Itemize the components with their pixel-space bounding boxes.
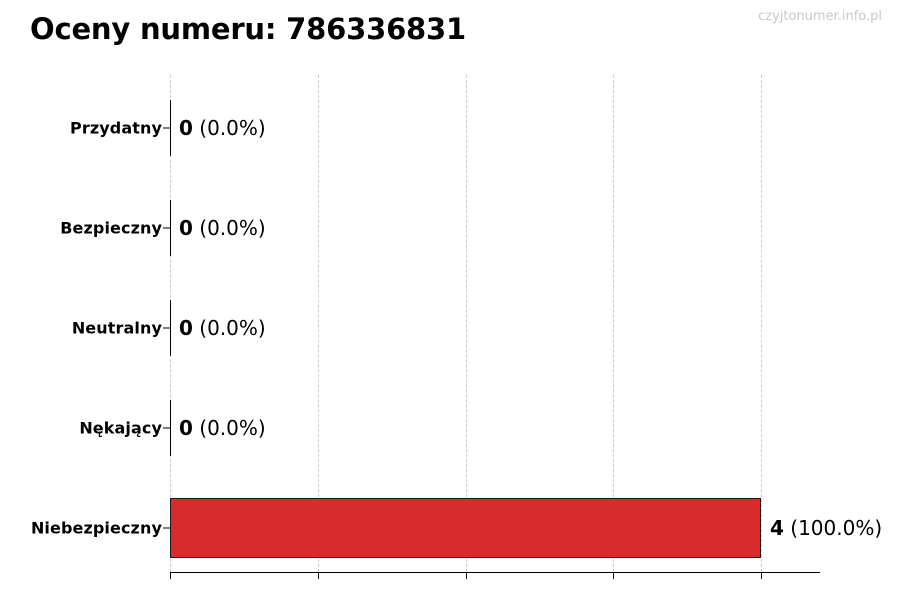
bar-value-percent: (0.0%)	[192, 416, 266, 440]
site-watermark: czyjtonumer.info.pl	[758, 9, 882, 24]
bar-value-number: 0	[179, 316, 193, 340]
bar-value-number: 4	[770, 516, 784, 540]
bar-row: Nękający 0 (0.0%)	[0, 378, 900, 478]
bar-value-percent: (0.0%)	[192, 316, 266, 340]
x-axis-tick	[170, 572, 171, 579]
bar-value-number: 0	[179, 416, 193, 440]
gridline	[317, 75, 319, 572]
bar-5	[170, 498, 761, 558]
bar-value-percent: (100.0%)	[783, 516, 883, 540]
x-axis-tick	[317, 572, 319, 579]
gridline	[465, 75, 467, 572]
x-axis-tick	[761, 572, 762, 579]
y-axis-tick	[163, 527, 171, 529]
page-title: Oceny numeru: 786336831	[30, 12, 466, 46]
bar-value-label-2: 0 (0.0%)	[179, 216, 266, 240]
bar-value-number: 0	[179, 116, 193, 140]
category-label-4: Nękający	[79, 418, 162, 438]
y-axis-tick	[163, 427, 171, 429]
bar-3	[170, 300, 171, 356]
x-axis-line	[170, 572, 820, 573]
x-axis-tick	[465, 572, 467, 579]
bar-row: Bezpieczny 0 (0.0%)	[0, 178, 900, 278]
bar-row: Neutralny 0 (0.0%)	[0, 278, 900, 378]
y-axis-tick	[163, 327, 171, 329]
category-label-1: Przydatny	[70, 118, 162, 138]
bar-row: Niebezpieczny 4 (100.0%)	[0, 478, 900, 578]
category-label-5: Niebezpieczny	[30, 518, 162, 538]
bar-value-number: 0	[179, 216, 193, 240]
bar-value-percent: (0.0%)	[192, 216, 266, 240]
category-label-2: Bezpieczny	[60, 218, 162, 238]
bar-value-label-1: 0 (0.0%)	[179, 116, 266, 140]
bar-value-percent: (0.0%)	[192, 116, 266, 140]
bar-2	[170, 200, 171, 256]
bar-value-label-5: 4 (100.0%)	[770, 516, 882, 540]
bar-value-label-4: 0 (0.0%)	[179, 416, 266, 440]
x-axis-tick	[613, 572, 615, 579]
gridline	[613, 75, 615, 572]
y-axis-tick	[163, 127, 171, 129]
gridline	[761, 75, 762, 572]
category-label-3: Neutralny	[71, 318, 162, 338]
y-axis-tick	[163, 227, 171, 229]
bar-4	[170, 400, 171, 456]
bar-row: Przydatny 0 (0.0%)	[0, 78, 900, 178]
bar-value-label-3: 0 (0.0%)	[179, 316, 266, 340]
bar-1	[170, 100, 171, 156]
